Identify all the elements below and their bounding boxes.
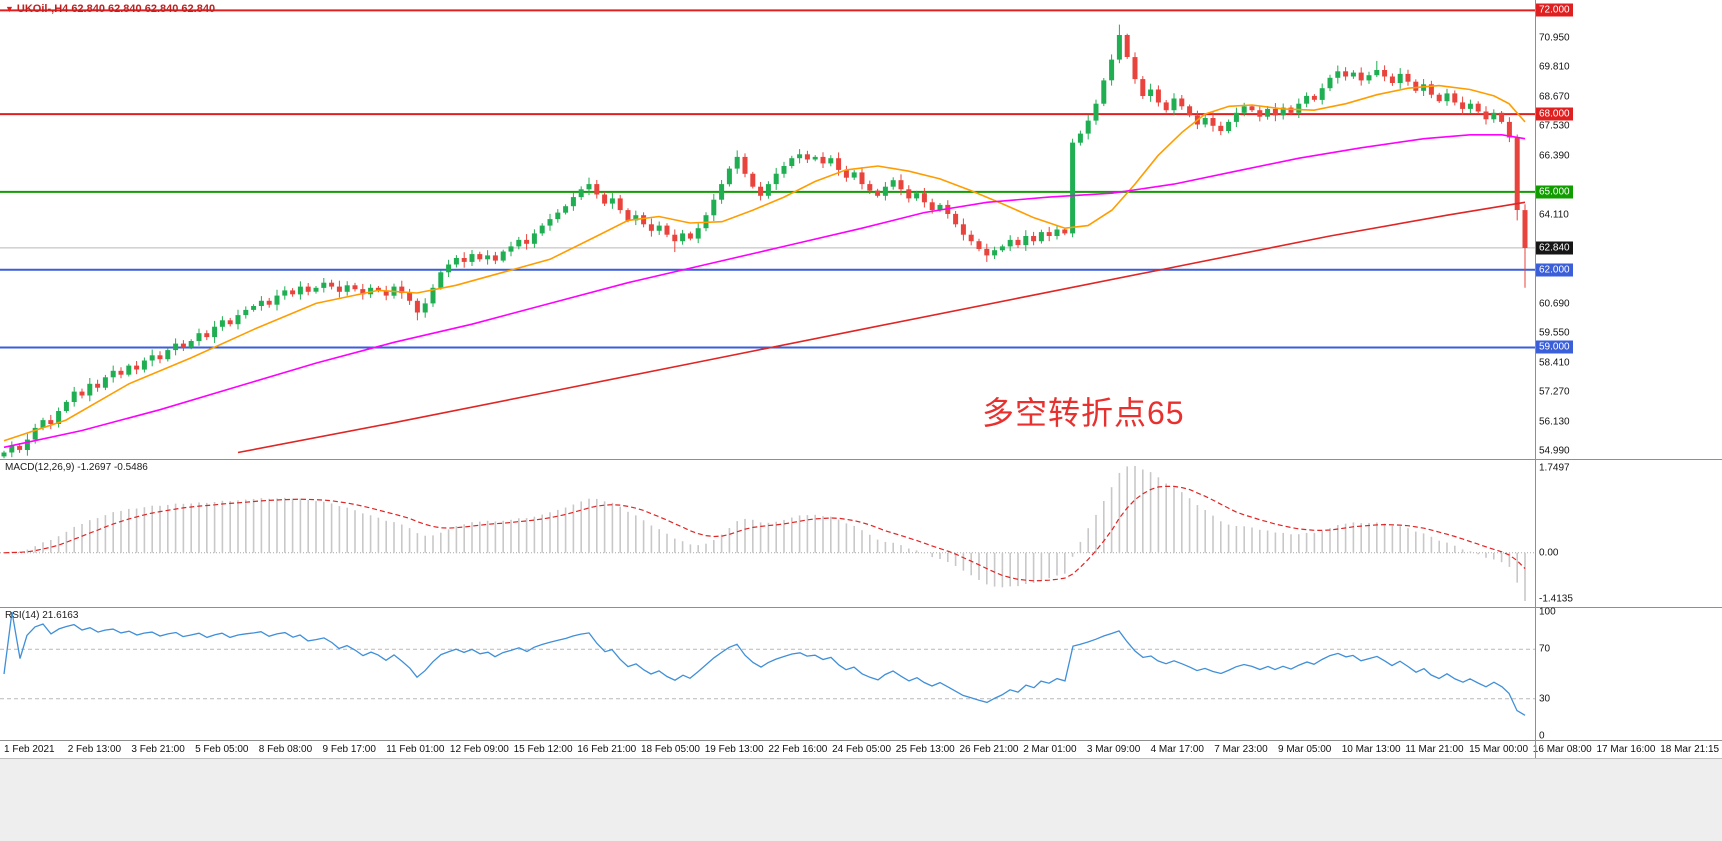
price-axis-label: 57.270	[1539, 386, 1570, 398]
price-axis-label: 64.110	[1539, 209, 1569, 221]
time-axis-label: 15 Feb 12:00	[513, 744, 573, 755]
rsi-axis-label: 0	[1539, 730, 1545, 742]
macd-axis-label: 1.7497	[1539, 462, 1570, 474]
price-tag: 59.000	[1536, 340, 1573, 354]
price-tag: 62.000	[1536, 263, 1573, 277]
time-axis-label: 7 Mar 23:00	[1214, 744, 1268, 755]
rsi-canvas[interactable]	[0, 608, 1535, 740]
time-axis[interactable]: 1 Feb 2021 2 Feb 13:00 3 Feb 21:00 5 Feb 05…	[0, 741, 1722, 758]
sell-marker-icon: ▼	[5, 4, 14, 14]
price-axis-label: 69.810	[1539, 61, 1570, 73]
rsi-axis-label: 70	[1539, 643, 1551, 655]
bottom-strip	[0, 758, 1722, 841]
macd-signal-line	[3, 485, 1526, 582]
chart-title: ▼ UKOil-,H4 62.840 62.840 62.840 62.840	[5, 3, 215, 15]
chart-annotation-text[interactable]: 多空转折点65	[982, 395, 1185, 431]
time-axis-label: 16 Mar 08:00	[1532, 744, 1592, 755]
time-axis-label: 9 Feb 17:00	[322, 744, 376, 755]
rsi-line	[3, 611, 1526, 716]
price-axis-label: 67.530	[1539, 120, 1570, 132]
time-axis-label: 15 Mar 00:00	[1469, 744, 1529, 755]
rsi-indicator-label: RSI(14) 21.6163	[5, 610, 79, 621]
macd-indicator-label: MACD(12,26,9) -1.2697 -0.5486	[5, 462, 148, 473]
macd-axis-label: 0.00	[1539, 547, 1559, 559]
rsi-axis-label: 30	[1539, 693, 1551, 705]
price-axis-label: 58.410	[1539, 357, 1570, 369]
time-axis-label: 10 Mar 13:00	[1341, 744, 1401, 755]
time-axis-label: 17 Mar 16:00	[1596, 744, 1656, 755]
time-axis-label: 11 Mar 21:00	[1405, 744, 1464, 755]
price-axis[interactable]: 70.950 69.810 68.670 67.530 66.390 64.110 60.6…	[0, 0, 1722, 758]
time-axis-label: 9 Mar 05:00	[1278, 744, 1332, 755]
time-axis-label: 12 Feb 09:00	[449, 744, 509, 755]
axis-divider	[1535, 0, 1536, 758]
time-axis-label: 24 Feb 05:00	[832, 744, 892, 755]
price-axis-label: 54.990	[1539, 445, 1570, 457]
price-tag: 62.840	[1536, 241, 1573, 255]
ma-mid-magenta[interactable]	[3, 134, 1526, 449]
price-panel: ▼ UKOil-,H4 62.840 62.840 62.840 62.840 多…	[0, 0, 1722, 460]
time-axis-label: 19 Feb 13:00	[704, 744, 764, 755]
rsi-axis-label: 100	[1539, 606, 1556, 618]
time-axis-label: 5 Feb 05:00	[195, 744, 249, 755]
price-tag: 72.000	[1536, 3, 1573, 17]
time-axis-label: 26 Feb 21:00	[959, 744, 1019, 755]
ma-slow-red[interactable]	[237, 201, 1526, 454]
time-axis-label: 8 Feb 08:00	[258, 744, 313, 755]
price-chart-canvas[interactable]	[0, 0, 1535, 459]
price-axis-label: 68.670	[1539, 91, 1570, 103]
time-axis-label: 2 Feb 13:00	[67, 744, 122, 755]
price-axis-label: 56.130	[1539, 416, 1570, 428]
ma-fast-orange[interactable]	[3, 84, 1526, 442]
price-axis-label: 70.950	[1539, 32, 1570, 44]
price-axis-label: 59.550	[1539, 327, 1570, 339]
time-axis-label: 18 Feb 05:00	[641, 744, 700, 755]
time-axis-label: 16 Feb 21:00	[577, 744, 637, 755]
symbol-ohlc-title: UKOil-,H4 62.840 62.840 62.840 62.840	[16, 3, 216, 15]
macd-axis-label: -1.4135	[1539, 593, 1573, 605]
price-tag: 65.000	[1536, 185, 1573, 199]
price-axis-label: 66.390	[1539, 150, 1570, 162]
rsi-panel: RSI(14) 21.6163	[0, 608, 1722, 741]
time-axis-label: 18 Mar 21:15	[1660, 744, 1720, 755]
price-axis-label: 60.690	[1539, 298, 1570, 310]
time-axis-label: 1 Feb 2021	[4, 744, 55, 755]
time-axis-label: 2 Mar 01:00	[1023, 744, 1077, 755]
price-tag: 68.000	[1536, 107, 1573, 121]
time-axis-label: 3 Mar 09:00	[1086, 744, 1141, 755]
time-axis-label: 22 Feb 16:00	[768, 744, 828, 755]
macd-histogram	[11, 466, 1526, 601]
time-axis-label: 25 Feb 13:00	[895, 744, 955, 755]
time-axis-label: 3 Feb 21:00	[131, 744, 185, 755]
time-axis-label: 11 Feb 01:00	[386, 744, 445, 755]
macd-panel: MACD(12,26,9) -1.2697 -0.5486	[0, 460, 1722, 608]
time-axis-label: 4 Mar 17:00	[1150, 744, 1204, 755]
macd-canvas[interactable]	[0, 460, 1535, 607]
